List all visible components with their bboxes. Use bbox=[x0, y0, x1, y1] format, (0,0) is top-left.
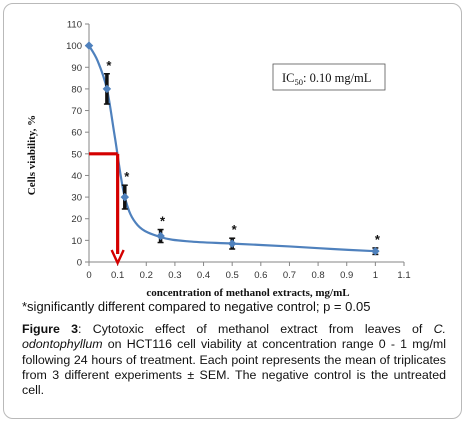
y-tick-label: 10 bbox=[71, 236, 82, 247]
x-tick-label: 0.4 bbox=[197, 270, 210, 281]
significance-star: * bbox=[375, 232, 381, 247]
cell-viability-chart: 0 10 20 30 40 50 60 70 80 90 100 110 0 0.1 0.2 0.3 0.4 0.… bbox=[26, 20, 411, 300]
significance-star: * bbox=[106, 58, 112, 73]
data-point bbox=[84, 41, 94, 50]
data-point bbox=[227, 239, 237, 248]
y-tick-label: 50 bbox=[71, 149, 82, 160]
caption-text-1: : Cytotoxic effect of methanol extract f… bbox=[78, 322, 434, 336]
ic50-annotation-box: IC50: 0.10 mg/mL bbox=[272, 63, 386, 91]
figure-caption: Figure 3: Cytotoxic effect of methanol e… bbox=[22, 322, 446, 398]
data-point bbox=[120, 192, 130, 202]
x-tick-label: 0.7 bbox=[283, 270, 296, 281]
significance-star: * bbox=[160, 214, 166, 229]
y-tick-label: 70 bbox=[71, 106, 82, 117]
y-tick-label: 90 bbox=[71, 63, 82, 74]
figure-frame bbox=[3, 3, 462, 419]
data-point bbox=[102, 84, 112, 94]
x-tick-label: 0.5 bbox=[226, 270, 239, 281]
x-tick-label: 0.2 bbox=[140, 270, 153, 281]
x-tick-label: 0.6 bbox=[254, 270, 267, 281]
ic50-suffix: : 0.10 mg/mL bbox=[303, 71, 371, 85]
significance-footnote: *significantly different compared to neg… bbox=[22, 299, 371, 314]
ic50-subscript: 50 bbox=[295, 77, 304, 87]
y-tick-label: 20 bbox=[71, 214, 82, 225]
x-tick-label: 0.9 bbox=[340, 270, 353, 281]
x-tick-label: 0.3 bbox=[168, 270, 181, 281]
x-tick-label: 0.8 bbox=[311, 270, 324, 281]
y-tick-label: 80 bbox=[71, 84, 82, 95]
y-tick-label: 40 bbox=[71, 171, 82, 182]
x-tick-label: 1 bbox=[373, 270, 378, 281]
caption-species: C. odontophyllum bbox=[22, 322, 446, 352]
significance-star: * bbox=[232, 222, 238, 237]
significance-star: * bbox=[124, 169, 130, 184]
data-point bbox=[371, 246, 380, 256]
y-axis-title: Cells viability, % bbox=[26, 115, 38, 195]
y-tick-label: 60 bbox=[71, 128, 82, 139]
y-tick-label: 100 bbox=[66, 41, 82, 52]
x-axis-title: concentration of methanol extracts, mg/m… bbox=[146, 287, 349, 299]
caption-text-2: on HCT116 cell viability at concentratio… bbox=[22, 337, 446, 398]
ic50-arrow-head bbox=[110, 249, 125, 266]
svg-text:IC50: 0.10 mg/mL: IC50: 0.10 mg/mL bbox=[282, 71, 371, 87]
x-tick-label: 0 bbox=[86, 270, 91, 281]
y-tick-label: 0 bbox=[77, 258, 82, 269]
ic50-prefix: IC bbox=[282, 71, 295, 85]
data-point bbox=[156, 231, 165, 241]
x-tick-label: 1.1 bbox=[397, 270, 410, 281]
x-tick-label: 0.1 bbox=[111, 270, 124, 281]
y-tick-label: 30 bbox=[71, 193, 82, 204]
caption-label: Figure 3 bbox=[22, 322, 79, 336]
y-tick-label: 110 bbox=[67, 20, 82, 31]
